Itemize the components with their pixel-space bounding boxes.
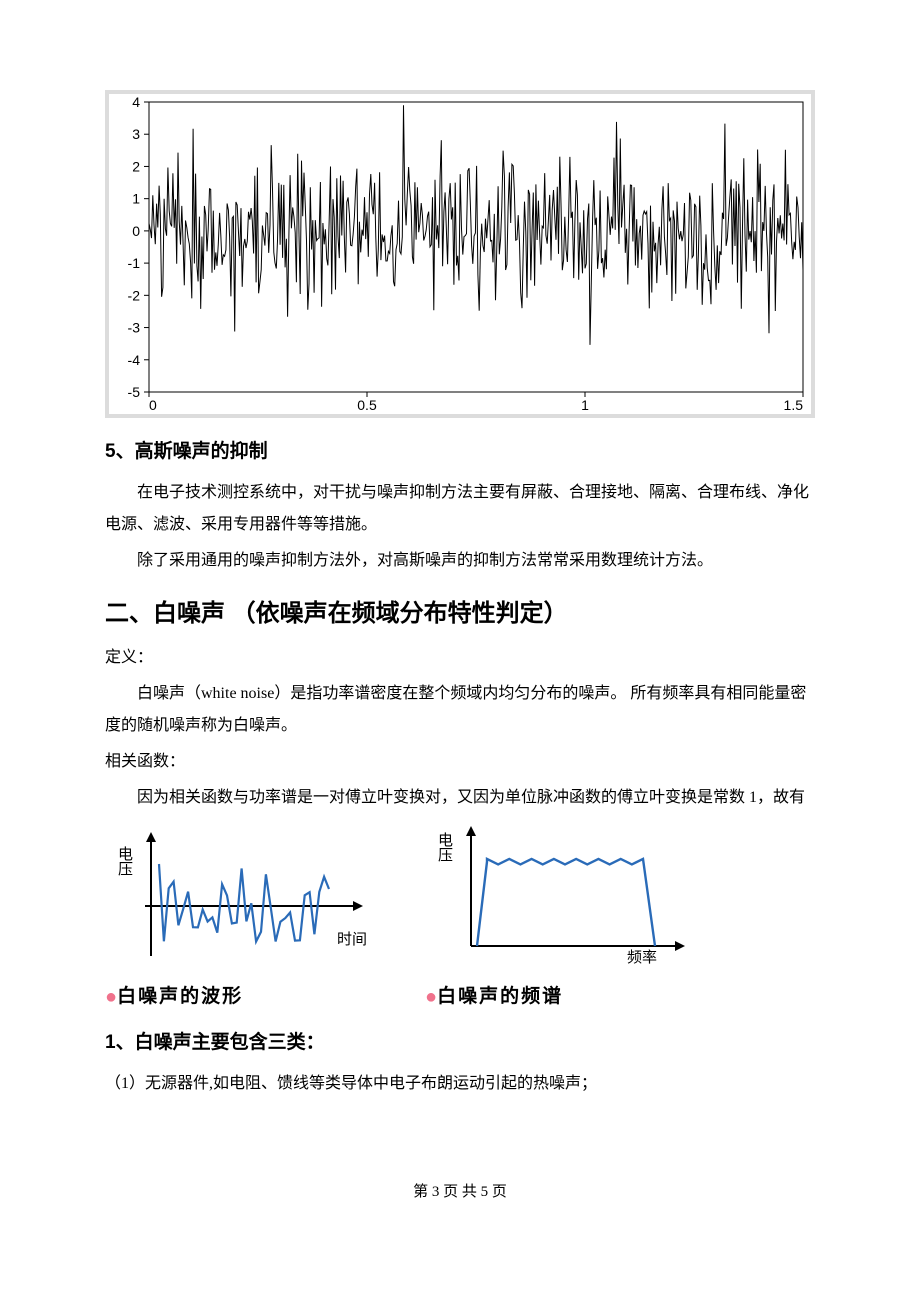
correlation-label: 相关函数： — [105, 746, 815, 778]
svg-text:-5: -5 — [128, 384, 141, 400]
svg-text:1: 1 — [581, 397, 589, 413]
svg-text:-2: -2 — [128, 287, 141, 303]
svg-text:-4: -4 — [128, 352, 141, 368]
spectrum-diagram: 电压 频率 — [425, 826, 695, 971]
gaussian-noise-chart: -5 -4 -3 -2 -1 0 1 2 3 4 0 0.5 1 1.5 — [105, 90, 815, 418]
svg-text:-1: -1 — [128, 255, 141, 271]
svg-text:-3: -3 — [128, 320, 141, 336]
waveform-caption: ●白噪声的波形 — [105, 981, 375, 1009]
svg-text:1.5: 1.5 — [784, 397, 804, 413]
svg-text:0.5: 0.5 — [357, 397, 377, 413]
definition-label: 定义： — [105, 642, 815, 674]
svg-text:1: 1 — [132, 191, 140, 207]
main-2-title: 二、白噪声 （依噪声在频域分布特性判定） — [105, 593, 815, 628]
waveform-diagram: 电压 时间 — [105, 826, 375, 971]
svg-text:2: 2 — [132, 158, 140, 174]
spectrum-xlabel: 频率 — [627, 946, 657, 967]
section-5-para-1: 在电子技术测控系统中，对干扰与噪声抑制方法主要有屏蔽、合理接地、隔离、合理布线、… — [105, 477, 815, 541]
waveform-ylabel: 电压 — [116, 846, 131, 876]
section-5-title: 5、高斯噪声的抑制 — [105, 436, 815, 463]
correlation-body: 因为相关函数与功率谱是一对傅立叶变换对，又因为单位脉冲函数的傅立叶变换是常数 1… — [105, 782, 815, 814]
bullet-icon: ● — [105, 986, 117, 1008]
svg-text:0: 0 — [132, 223, 140, 239]
waveform-xlabel: 时间 — [337, 928, 367, 949]
definition-body: 白噪声（white noise）是指功率谱密度在整个频域内均匀分布的噪声。 所有… — [105, 678, 815, 742]
diagram-row: 电压 时间 ●白噪声的波形 电压 频率 ●白噪声的频谱 — [105, 826, 815, 1009]
section-5-para-2: 除了采用通用的噪声抑制方法外，对高斯噪声的抑制方法常常采用数理统计方法。 — [105, 545, 815, 577]
spectrum-caption: ●白噪声的频谱 — [425, 981, 695, 1009]
section-types-title: 1、白噪声主要包含三类： — [105, 1027, 815, 1054]
page-footer: 第 3 页 共 5 页 — [105, 1180, 815, 1201]
svg-text:4: 4 — [132, 94, 140, 110]
svg-text:0: 0 — [149, 397, 157, 413]
spectrum-ylabel: 电压 — [436, 832, 451, 862]
bullet-icon: ● — [425, 986, 437, 1008]
types-item-1: （1）无源器件,如电阻、馈线等类导体中电子布朗运动引起的热噪声； — [105, 1068, 815, 1100]
svg-text:3: 3 — [132, 126, 140, 142]
